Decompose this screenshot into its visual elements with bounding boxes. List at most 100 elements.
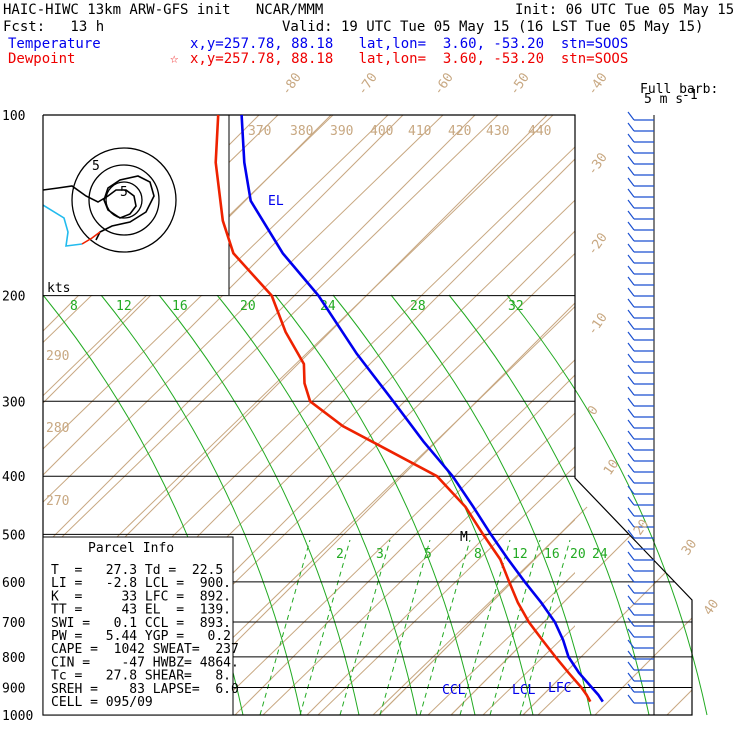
theta-label: 440 bbox=[528, 124, 551, 139]
isotherm-label: 40 bbox=[701, 597, 722, 618]
theta-line bbox=[537, 678, 575, 715]
wind-barb-flag bbox=[627, 287, 635, 297]
theta-label: 380 bbox=[290, 124, 313, 139]
wind-barb-flag bbox=[627, 584, 635, 594]
parcel-info-row: SWI = 0.1 CCL = 893. bbox=[51, 616, 231, 631]
wind-barb-flag bbox=[627, 518, 635, 528]
wind-barb-flag bbox=[627, 232, 635, 242]
mixing-ratio-label: 8 bbox=[70, 299, 78, 314]
wind-barb-flag bbox=[627, 606, 635, 616]
wind-barb-flag bbox=[627, 441, 635, 451]
mixing-ratio-label: 12 bbox=[116, 299, 132, 314]
isotherm-line bbox=[594, 506, 692, 715]
theta-line bbox=[593, 115, 740, 715]
isotherm-label: -40 bbox=[585, 70, 611, 98]
init-time: Init: 06 UTC Tue 05 May 15 bbox=[515, 2, 735, 18]
hodo-unit-label: kts bbox=[47, 281, 70, 296]
moist-adiabat bbox=[332, 294, 534, 716]
isotherm-line bbox=[595, 115, 740, 715]
moist-adiabat bbox=[448, 294, 650, 716]
wind-barb-flag bbox=[627, 452, 635, 462]
parcel-info-row: Tc = 27.8 SHEAR= 8. bbox=[51, 669, 231, 684]
wind-barb-flag bbox=[627, 243, 635, 253]
level-marker-lfc: LFC bbox=[548, 681, 571, 696]
pressure-label: 600 bbox=[2, 576, 25, 591]
wind-barb-flag bbox=[627, 210, 635, 220]
wind-barb-flag bbox=[627, 617, 635, 627]
pressure-label: 100 bbox=[2, 109, 25, 124]
parcel-info-box bbox=[42, 536, 234, 716]
isotherm-label: 30 bbox=[679, 537, 700, 558]
theta-line bbox=[207, 359, 575, 715]
moist-adiabat bbox=[158, 294, 360, 716]
theta-label: 290 bbox=[46, 349, 69, 364]
wind-barb-flag bbox=[627, 529, 635, 539]
wind-barb-flag bbox=[627, 408, 635, 418]
mixing-ratio-line bbox=[339, 539, 391, 716]
isotherm-line bbox=[378, 506, 588, 715]
moist-adiabat bbox=[274, 294, 476, 716]
dewpoint-curve bbox=[214, 114, 592, 703]
parcel-info-row: SREH = 83 LAPSE= 6.0 bbox=[51, 682, 239, 697]
parcel-info-rows: T = 27.3 Td = 22.5LI = -2.8 LCL = 900.K … bbox=[51, 563, 239, 710]
wind-barb-flag bbox=[627, 595, 635, 605]
mixing-ratio-line bbox=[489, 539, 541, 716]
barb-key-unit-exp: -1 bbox=[682, 88, 698, 103]
moist-adiabat bbox=[100, 294, 302, 716]
moist-adiabat bbox=[506, 294, 708, 716]
wind-barb-flag bbox=[627, 221, 635, 231]
mixing-ratio-label: 16 bbox=[544, 547, 560, 562]
pressure-label: 1000 bbox=[2, 709, 33, 724]
isotherm-label: -70 bbox=[355, 70, 381, 98]
theta-label: 270 bbox=[46, 494, 69, 509]
parcel-info-row: CIN = -47 HWBZ= 4864. bbox=[51, 655, 239, 670]
wind-barb-flag bbox=[627, 276, 635, 286]
isotherm-line bbox=[234, 374, 575, 715]
theta-line bbox=[372, 518, 575, 715]
wind-barb-flag bbox=[627, 353, 635, 363]
pressure-label: 700 bbox=[2, 616, 25, 631]
isotherm-line bbox=[378, 518, 575, 715]
wind-barb-flag bbox=[627, 672, 635, 682]
isotherm-line bbox=[43, 115, 332, 404]
theta-line bbox=[43, 115, 444, 503]
theta-label: 430 bbox=[486, 124, 509, 139]
mixing-ratio-line bbox=[419, 539, 471, 716]
mixing-ratio-line bbox=[299, 539, 351, 716]
theta-line bbox=[262, 412, 575, 715]
level-markers: EL CCL LCL LFC M bbox=[268, 194, 571, 698]
hodo-ring-label-1: 5 bbox=[92, 159, 100, 174]
wind-barb-flag bbox=[627, 683, 635, 693]
model-title: HAIC-HIWC 13km ARW-GFS init NCAR/MMM bbox=[3, 2, 324, 18]
mixing-ratio-label: 24 bbox=[592, 547, 608, 562]
wind-barb-flag bbox=[627, 254, 635, 264]
moist-adiabat bbox=[390, 294, 592, 716]
isotherm-label: 20 bbox=[631, 517, 652, 538]
mixing-ratio-label: 28 bbox=[410, 299, 426, 314]
pressure-label: 800 bbox=[2, 651, 25, 666]
parcel-info-row: T = 27.3 Td = 22.5 bbox=[51, 563, 223, 578]
temperature-legend-label: Temperature bbox=[8, 36, 101, 52]
theta-line bbox=[427, 572, 575, 715]
wind-barb-flag bbox=[627, 573, 635, 583]
hodo-trace-red bbox=[81, 231, 101, 245]
wind-barb-flag bbox=[627, 386, 635, 396]
wind-barb-flag bbox=[627, 122, 635, 132]
pressure-label: 200 bbox=[2, 290, 25, 305]
mixing-ratio-label: 5 bbox=[424, 547, 432, 562]
wind-barb-flag bbox=[627, 628, 635, 638]
isotherm-label: 10 bbox=[601, 457, 622, 478]
theta-label: 420 bbox=[448, 124, 471, 139]
wind-barb-flag bbox=[627, 551, 635, 561]
theta-line bbox=[152, 305, 575, 715]
theta-line bbox=[43, 115, 334, 397]
wind-barb-flag bbox=[627, 496, 635, 506]
mixing-ratio-line bbox=[259, 539, 311, 716]
theta-line bbox=[317, 465, 575, 715]
wind-barbs bbox=[627, 111, 654, 704]
isotherm-line bbox=[306, 446, 575, 715]
wind-barb-flag bbox=[627, 463, 635, 473]
wind-barb-flag bbox=[627, 331, 635, 341]
isotherm-line bbox=[450, 506, 660, 715]
